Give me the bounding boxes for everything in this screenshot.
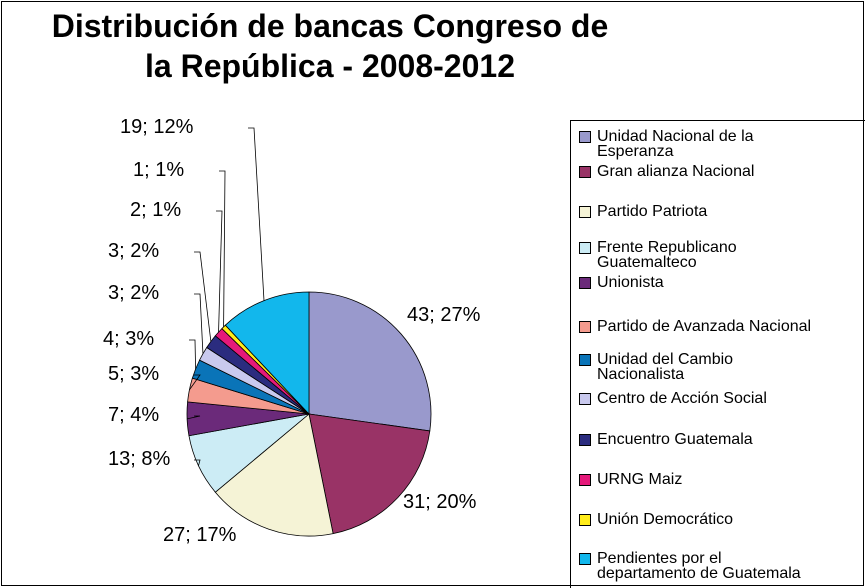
leader-line xyxy=(194,459,201,466)
data-label: 19; 12% xyxy=(120,116,194,138)
legend-swatch xyxy=(579,242,591,254)
legend-swatch xyxy=(579,206,591,218)
legend-label: Encuentro Guatemala xyxy=(597,431,753,448)
legend-item: Frente Republicano Guatemalteco xyxy=(579,239,807,271)
legend-item: Partido de Avanzada Nacional xyxy=(579,318,812,335)
legend-item: Unidad Nacional de la Esperanza xyxy=(579,128,807,160)
legend-item: Unidad del Cambio Nacionalista xyxy=(579,351,807,383)
leader-line xyxy=(194,251,212,342)
data-label: 5; 3% xyxy=(108,363,160,385)
legend: Unidad Nacional de la Esperanza Gran alia… xyxy=(570,120,865,588)
legend-label: Pendientes por el departamento de Guatem… xyxy=(597,550,801,582)
legend-item: Unión Democrático xyxy=(579,511,734,528)
data-label: 43; 27% xyxy=(407,304,481,326)
leader-line xyxy=(189,339,197,370)
legend-swatch xyxy=(579,277,591,289)
legend-item: Partido Patriota xyxy=(579,203,708,220)
legend-label: URNG Maiz xyxy=(597,471,683,488)
data-label: 3; 2% xyxy=(108,282,160,304)
leader-line xyxy=(219,170,226,327)
leader-line xyxy=(189,374,201,391)
legend-label: Gran alianza Nacional xyxy=(597,163,755,180)
pie-slice xyxy=(308,413,431,535)
legend-label: Unidad Nacional de la Esperanza xyxy=(597,128,754,160)
leader-line xyxy=(187,415,201,420)
legend-item: URNG Maiz xyxy=(579,471,683,488)
legend-swatch xyxy=(579,393,591,405)
leader-line xyxy=(248,127,265,301)
legend-swatch xyxy=(579,434,591,446)
legend-label: Unidad del Cambio Nacionalista xyxy=(597,351,734,383)
legend-label: Frente Republicano Guatemalteco xyxy=(597,239,737,271)
legend-item: Centro de Acción Social xyxy=(579,390,767,407)
legend-swatch xyxy=(579,354,591,366)
legend-label: Unionista xyxy=(597,274,664,291)
legend-swatch xyxy=(579,553,591,565)
legend-swatch xyxy=(579,514,591,526)
legend-item: Gran alianza Nacional xyxy=(579,163,755,180)
data-label: 2; 1% xyxy=(130,199,182,221)
data-label: 13; 8% xyxy=(108,448,171,470)
legend-label: Unión Democrático xyxy=(597,511,734,528)
pie-slice xyxy=(308,291,432,432)
legend-swatch xyxy=(579,321,591,333)
chart-title: Distribución de bancas Congreso de la Re… xyxy=(51,8,609,84)
data-label: 31; 20% xyxy=(403,491,477,513)
legend-swatch xyxy=(579,166,591,178)
data-label: 4; 3% xyxy=(103,328,155,350)
legend-swatch xyxy=(579,131,591,143)
legend-label: Centro de Acción Social xyxy=(597,390,767,407)
data-label: 27; 17% xyxy=(163,524,237,546)
legend-item: Encuentro Guatemala xyxy=(579,431,753,448)
legend-swatch xyxy=(579,474,591,486)
data-label: 3; 2% xyxy=(108,240,160,262)
legend-label: Partido Patriota xyxy=(597,203,708,220)
data-label: 7; 4% xyxy=(108,404,160,426)
pie-slice xyxy=(224,291,310,416)
legend-label: Partido de Avanzada Nacional xyxy=(597,318,812,335)
leader-line xyxy=(194,293,204,354)
legend-item: Pendientes por el departamento de Guatem… xyxy=(579,550,807,582)
leader-line xyxy=(216,210,223,333)
data-label: 1; 1% xyxy=(133,159,185,181)
legend-item: Unionista xyxy=(579,274,664,291)
pie-slice xyxy=(214,413,334,537)
